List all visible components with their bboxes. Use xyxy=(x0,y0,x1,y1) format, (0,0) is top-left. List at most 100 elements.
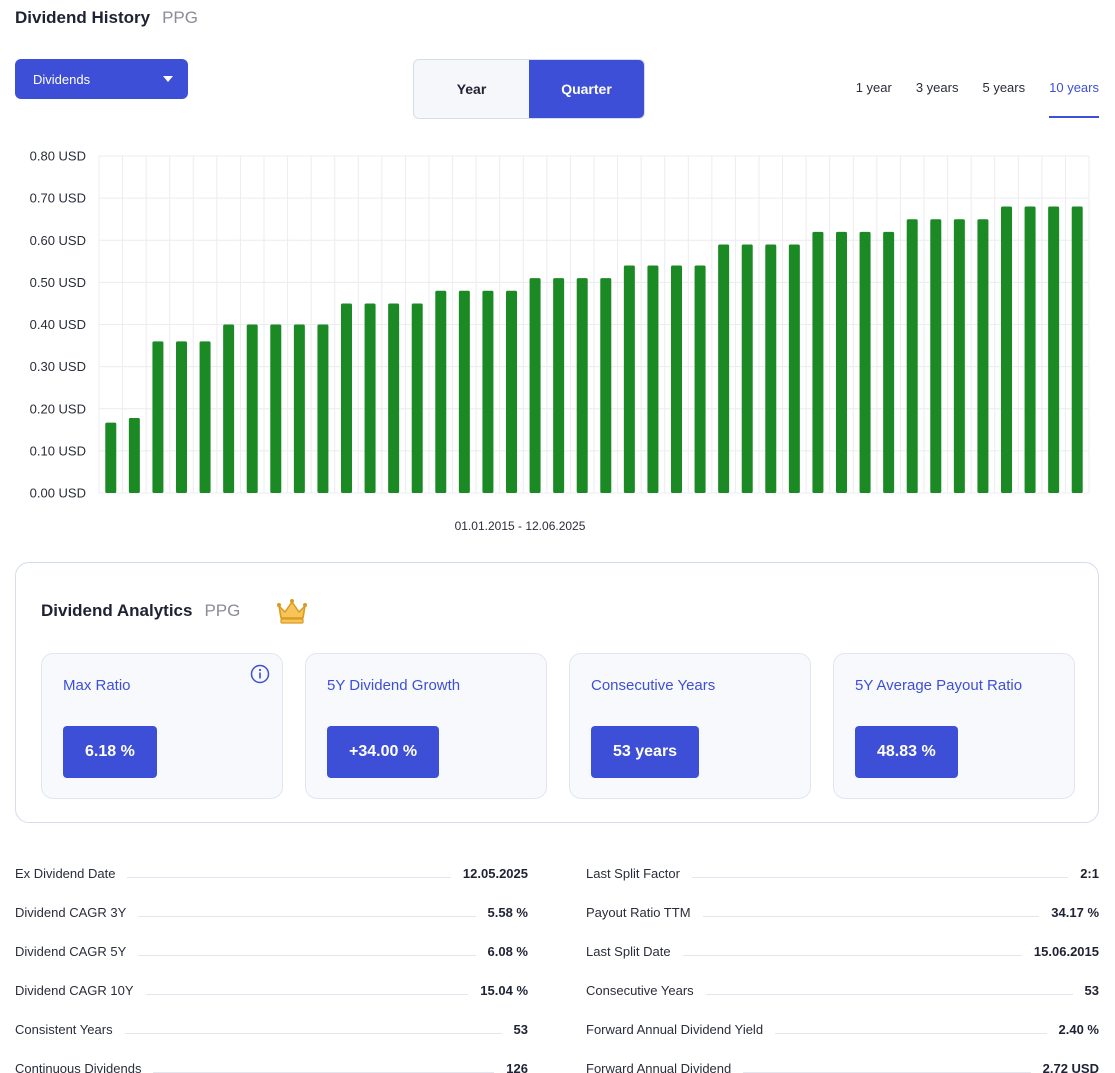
stat-row: Dividend CAGR 5Y 6.08 % xyxy=(15,920,528,959)
y-tick-label: 0.50 USD xyxy=(30,275,86,290)
metric-dropdown[interactable]: Dividends xyxy=(15,59,188,99)
stat-value: 6.08 % xyxy=(487,944,528,959)
period-quarter-button[interactable]: Quarter xyxy=(529,60,644,118)
stat-label: Dividend CAGR 3Y xyxy=(15,905,127,920)
dividend-bar[interactable] xyxy=(671,265,682,493)
stat-label: Ex Dividend Date xyxy=(15,866,116,881)
stat-row: Payout Ratio TTM 34.17 % xyxy=(586,881,1099,920)
stat-value: 2:1 xyxy=(1080,866,1099,881)
dividend-bar[interactable] xyxy=(246,324,258,494)
dividend-bar[interactable] xyxy=(718,244,730,493)
dividend-bar[interactable] xyxy=(458,290,470,493)
dividend-bar[interactable] xyxy=(482,290,494,493)
stat-label: Consecutive Years xyxy=(586,983,694,998)
y-tick-label: 0.80 USD xyxy=(30,149,86,164)
dividend-bar[interactable] xyxy=(623,265,635,493)
card-5y-average-payout-ratio: 5Y Average Payout Ratio 48.83 % xyxy=(833,653,1075,799)
dividend-bar[interactable] xyxy=(506,290,517,493)
dividend-bar[interactable] xyxy=(953,219,965,493)
dividend-bar[interactable] xyxy=(435,290,447,493)
period-toggle: Year Quarter xyxy=(413,59,645,119)
card-5y-dividend-growth: 5Y Dividend Growth +34.00 % xyxy=(305,653,547,799)
stat-row: Forward Annual Dividend Yield 2.40 % xyxy=(586,998,1099,1037)
dividend-bar[interactable] xyxy=(836,231,847,493)
range-tabs: 1 year 3 years 5 years 10 years xyxy=(832,78,1099,118)
range-tab-5-years[interactable]: 5 years xyxy=(982,80,1026,95)
dividend-bar[interactable] xyxy=(906,219,918,493)
analytics-ticker: PPG xyxy=(204,601,241,620)
stat-row: Dividend CAGR 3Y 5.58 % xyxy=(15,881,528,920)
dividend-bar[interactable] xyxy=(647,265,659,493)
stat-value: 15.06.2015 xyxy=(1033,944,1099,959)
dividend-bar[interactable] xyxy=(176,341,187,493)
stat-value: 2.72 USD xyxy=(1042,1061,1099,1073)
range-tab-3-years[interactable]: 3 years xyxy=(915,80,959,95)
stat-label: Consistent Years xyxy=(15,1022,113,1037)
stat-value: 53 xyxy=(513,1022,528,1037)
dividend-bar[interactable] xyxy=(553,278,565,493)
range-tab-1-year[interactable]: 1 year xyxy=(855,80,892,95)
dividend-bar[interactable] xyxy=(270,324,282,494)
analytics-title: Dividend Analytics xyxy=(41,601,193,620)
dividend-bar[interactable] xyxy=(812,231,824,493)
range-tab-10-years[interactable]: 10 years xyxy=(1049,78,1099,118)
dividend-bar[interactable] xyxy=(883,231,895,493)
dividend-bar[interactable] xyxy=(1048,206,1060,494)
x-axis-date-range: 01.01.2015 - 12.06.2025 xyxy=(454,519,586,533)
dividend-bar[interactable] xyxy=(152,341,164,493)
stat-label: Continuous Dividends xyxy=(15,1061,142,1073)
stat-row: Dividend CAGR 10Y 15.04 % xyxy=(15,959,528,998)
dividend-bar[interactable] xyxy=(105,422,117,493)
dividend-bar[interactable] xyxy=(859,231,871,493)
y-tick-label: 0.30 USD xyxy=(30,359,86,374)
period-year-button[interactable]: Year xyxy=(456,81,487,97)
page-title: Dividend History xyxy=(15,8,151,27)
dividend-analytics-panel: Dividend Analytics PPG Max Ratio 6.18 % … xyxy=(15,562,1099,823)
stat-row: Consistent Years 53 xyxy=(15,998,528,1037)
dividend-bar[interactable] xyxy=(128,418,140,493)
stat-value: 15.04 % xyxy=(480,983,528,998)
dividend-bar[interactable] xyxy=(694,265,706,493)
stat-row: Consecutive Years 53 xyxy=(586,959,1099,998)
dividend-bar[interactable] xyxy=(293,324,305,494)
card-value: 6.18 % xyxy=(63,726,157,778)
stats-left-column: Ex Dividend Date 12.05.2025 Dividend CAGR… xyxy=(15,842,528,1073)
dividend-bar[interactable] xyxy=(977,219,989,493)
dividend-bar[interactable] xyxy=(765,244,777,493)
dividend-bar[interactable] xyxy=(529,278,541,493)
dividend-bar[interactable] xyxy=(576,278,588,493)
info-icon[interactable] xyxy=(250,664,270,684)
stat-label: Dividend CAGR 5Y xyxy=(15,944,127,959)
ticker-label: PPG xyxy=(162,8,198,27)
chart-grid xyxy=(98,155,1090,494)
dividend-bar[interactable] xyxy=(364,303,376,493)
card-label: 5Y Average Payout Ratio xyxy=(855,677,1023,694)
y-axis-labels: 0.00 USD 0.10 USD 0.20 USD 0.30 USD 0.40 USD… xyxy=(30,149,86,501)
y-tick-label: 0.00 USD xyxy=(30,486,86,501)
dividend-bar[interactable] xyxy=(411,303,423,493)
y-tick-label: 0.20 USD xyxy=(30,401,86,416)
stat-value: 5.58 % xyxy=(487,905,528,920)
dividend-bar[interactable] xyxy=(341,303,352,493)
dividend-bar[interactable] xyxy=(788,244,800,493)
stats-right-column: Last Split Factor 2:1 Payout Ratio TTM 34.… xyxy=(586,842,1099,1073)
card-value: 53 years xyxy=(591,726,700,778)
dividend-bar[interactable] xyxy=(1001,206,1012,494)
analytics-header: Dividend Analytics PPG xyxy=(41,601,240,621)
stat-label: Forward Annual Dividend Yield xyxy=(586,1022,764,1037)
stat-label: Last Split Date xyxy=(586,944,671,959)
crown-icon xyxy=(277,599,307,624)
dividend-bar[interactable] xyxy=(1071,206,1083,494)
stat-label: Dividend CAGR 10Y xyxy=(15,983,134,998)
stat-value: 12.05.2025 xyxy=(462,866,528,881)
dividend-bar[interactable] xyxy=(1024,206,1036,494)
dividend-bar[interactable] xyxy=(317,324,329,494)
dividend-bar[interactable] xyxy=(930,219,942,493)
dividend-bar[interactable] xyxy=(741,244,753,493)
card-consecutive-years: Consecutive Years 53 years xyxy=(569,653,811,799)
y-tick-label: 0.70 USD xyxy=(30,191,86,206)
dividend-bar[interactable] xyxy=(223,324,235,494)
dividend-bar[interactable] xyxy=(388,303,400,493)
dividend-bar[interactable] xyxy=(199,341,211,493)
dividend-bar[interactable] xyxy=(600,278,612,493)
